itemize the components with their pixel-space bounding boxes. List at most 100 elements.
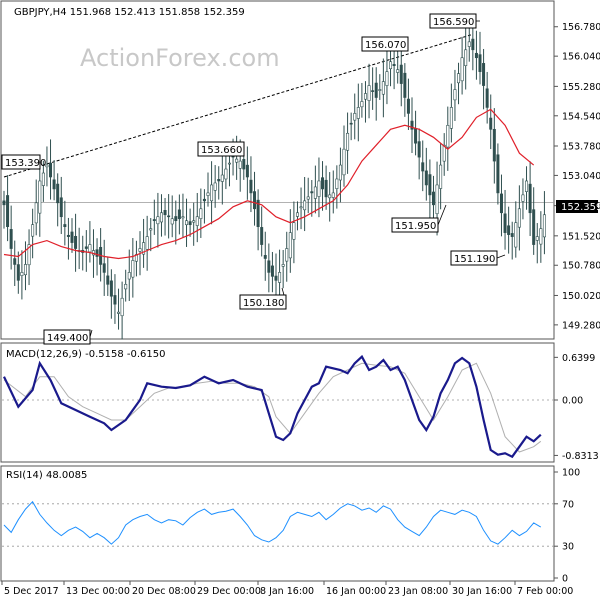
candle-body bbox=[210, 184, 214, 202]
candle-body bbox=[281, 264, 285, 267]
candle-body bbox=[521, 194, 525, 202]
time-tick-label: 5 Dec 2017 bbox=[4, 586, 59, 597]
annotation-box bbox=[391, 217, 439, 233]
annotation-label: 156.070 bbox=[365, 40, 406, 51]
candle-body bbox=[431, 191, 435, 206]
candle-body bbox=[424, 170, 428, 186]
candle-body bbox=[163, 210, 167, 216]
last-price-label: 152.359 bbox=[561, 202, 600, 213]
annotation-label: 149.400 bbox=[47, 333, 88, 344]
watermark: ActionForex.com bbox=[80, 44, 280, 72]
candle-body bbox=[492, 128, 496, 162]
candle-body bbox=[20, 272, 24, 276]
candle-body bbox=[270, 265, 274, 277]
candle-body bbox=[421, 162, 425, 172]
candle-body bbox=[381, 81, 385, 95]
candle-body bbox=[467, 41, 471, 47]
candle-body bbox=[124, 284, 128, 290]
candle-body bbox=[149, 228, 153, 231]
moving-average-line bbox=[3, 108, 535, 260]
candle-body bbox=[410, 120, 414, 130]
candle-body bbox=[532, 209, 536, 245]
macd-tick-label: -0.8313 bbox=[562, 451, 599, 462]
candle-body bbox=[474, 52, 478, 59]
candle-body bbox=[242, 159, 246, 170]
candle-body bbox=[156, 216, 160, 225]
candle-body bbox=[396, 69, 400, 73]
candle-body bbox=[127, 272, 131, 280]
candle-body bbox=[16, 264, 20, 281]
candle-body bbox=[227, 162, 231, 165]
annotations: 153.390 153.660 150.180 149.400 156.070 156.5… bbox=[1, 13, 506, 345]
candle-body bbox=[170, 218, 174, 225]
candle-body bbox=[41, 172, 45, 186]
candle-body bbox=[9, 229, 13, 249]
annotation-box bbox=[1, 154, 41, 170]
candle-body bbox=[256, 199, 260, 227]
time-axis: 5 Dec 2017 13 Dec 00:00 20 Dec 08:00 29 Dec… bbox=[1, 581, 573, 597]
candle-body bbox=[317, 180, 321, 197]
annotation-label: 156.590 bbox=[433, 17, 474, 28]
candle-body bbox=[321, 177, 325, 190]
candle-body bbox=[482, 63, 486, 86]
candle-body bbox=[342, 148, 346, 176]
candle-body bbox=[460, 57, 464, 82]
candle-body bbox=[428, 174, 432, 196]
candle-body bbox=[446, 125, 450, 148]
candle-body bbox=[2, 200, 6, 206]
candle-body bbox=[34, 202, 38, 224]
candle-body bbox=[106, 275, 110, 285]
candle-body bbox=[525, 180, 529, 192]
candle-body bbox=[278, 272, 282, 283]
price-plot bbox=[2, 24, 554, 340]
annotation-label: 151.190 bbox=[454, 254, 495, 265]
candle-body bbox=[385, 71, 389, 86]
rsi-axis: 100 70 30 0 bbox=[554, 468, 580, 585]
candle-body bbox=[199, 208, 203, 219]
price-axis: 156.780 156.040 155.280 154.540 153.780 153.0… bbox=[554, 22, 600, 331]
candle-body bbox=[303, 200, 307, 211]
candle-body bbox=[449, 107, 453, 129]
candle-body bbox=[181, 216, 185, 219]
candle-body bbox=[349, 122, 353, 125]
candle-body bbox=[109, 280, 113, 297]
macd-label: MACD(12,26,9) -0.5158 -0.6150 bbox=[6, 349, 166, 360]
candle-body bbox=[310, 191, 314, 194]
candle-body bbox=[45, 164, 49, 168]
trendline bbox=[3, 33, 473, 178]
candle-body bbox=[27, 244, 31, 266]
candle-body bbox=[478, 54, 482, 72]
candle-body bbox=[192, 220, 196, 223]
candle-body bbox=[542, 214, 546, 238]
candle-body bbox=[102, 263, 106, 273]
candle-body bbox=[66, 234, 70, 237]
price-tick-label: 151.520 bbox=[562, 231, 600, 242]
annotation-box bbox=[450, 250, 498, 266]
candle-body bbox=[489, 117, 493, 130]
macd-signal-line bbox=[3, 362, 542, 453]
candle-body bbox=[167, 215, 171, 218]
candle-body bbox=[346, 132, 350, 151]
candle-body bbox=[202, 198, 206, 202]
candle-body bbox=[389, 61, 393, 70]
candle-body bbox=[59, 197, 63, 218]
rsi-tick-label: 100 bbox=[562, 468, 580, 479]
candle-body bbox=[378, 89, 382, 91]
candle-body bbox=[435, 184, 439, 215]
last-price-marker: 152.359 bbox=[556, 200, 600, 213]
price-tick-label: 156.780 bbox=[562, 22, 600, 33]
candle-body bbox=[535, 236, 539, 241]
candle-body bbox=[195, 216, 199, 226]
candle-body bbox=[120, 297, 124, 317]
rsi-plot bbox=[2, 500, 554, 547]
candle-body bbox=[471, 38, 475, 51]
candle-body bbox=[174, 216, 178, 222]
candle-body bbox=[49, 162, 53, 178]
annotation-label: 153.660 bbox=[201, 145, 242, 156]
candle-body bbox=[263, 255, 267, 259]
candle-body bbox=[367, 85, 371, 101]
chart-header: GBPJPY,H4 151.968 152.413 151.858 152.35… bbox=[14, 7, 245, 18]
time-tick-label: 23 Jan 08:00 bbox=[388, 586, 448, 597]
candle-body bbox=[288, 232, 292, 259]
